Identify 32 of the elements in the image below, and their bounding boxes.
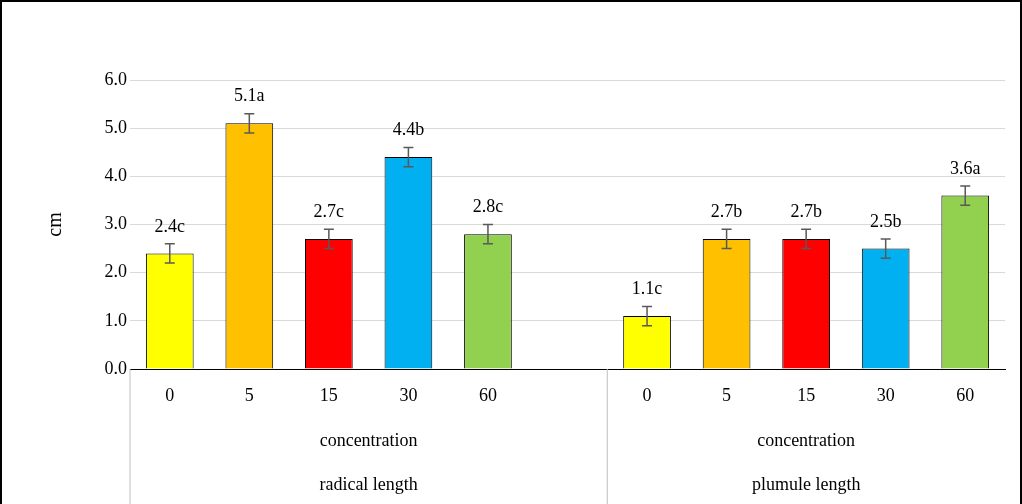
- y-tick-label: 2.0: [104, 261, 127, 282]
- data-label: 5.1a: [234, 85, 265, 106]
- text: concentration: [319, 429, 418, 450]
- x-tick-label: 0: [642, 384, 652, 405]
- x-tick-label: 5: [722, 384, 732, 405]
- data-label: 2.8c: [472, 196, 504, 217]
- x-tick-label: 30: [876, 384, 895, 405]
- data-label: 2.7b: [710, 201, 743, 222]
- data-label: 2.7b: [790, 201, 822, 222]
- y-tick-label: 5.0: [104, 116, 127, 137]
- y-tick-label: 4.0: [104, 165, 127, 186]
- data-label: 2.5b: [869, 210, 902, 231]
- text: radical length: [319, 473, 418, 494]
- x-tick-label: 15: [797, 384, 816, 405]
- text: plumule length: [751, 473, 861, 494]
- y-tick-label: 1.0: [104, 309, 127, 330]
- data-label: 2.4c: [154, 215, 186, 236]
- y-tick-label: 0.0: [104, 357, 127, 378]
- x-tick-label: 30: [399, 384, 418, 405]
- x-tick-label: 15: [319, 384, 338, 405]
- text: concentration: [757, 429, 856, 450]
- y-axis-title: cm: [43, 211, 66, 237]
- data-label: 3.6a: [949, 157, 981, 178]
- x-tick-label: 60: [478, 384, 497, 405]
- x-tick-label: 60: [956, 384, 975, 405]
- y-tick-label: 3.0: [104, 213, 127, 234]
- y-tick-label: 6.0: [104, 68, 127, 89]
- x-tick-label: 5: [244, 384, 254, 405]
- data-label: 2.7c: [313, 201, 345, 222]
- data-label: 4.4b: [392, 119, 425, 140]
- data-label: 1.1c: [631, 278, 663, 299]
- x-tick-label: 0: [165, 384, 175, 405]
